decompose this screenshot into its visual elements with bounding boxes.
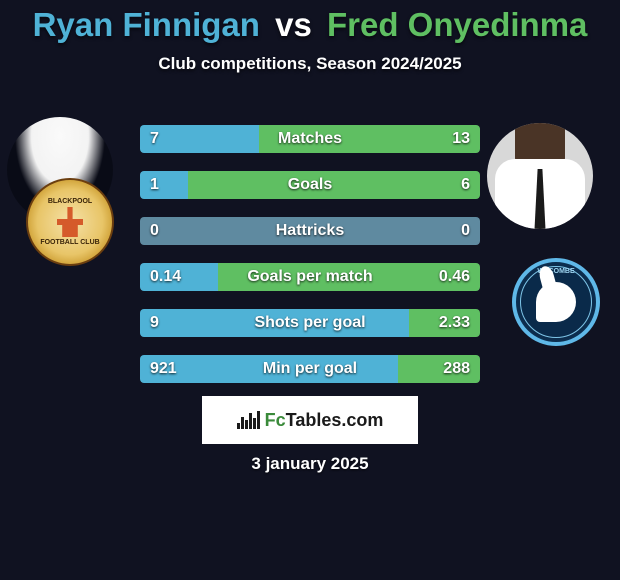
brand-text: FcTables.com [265,410,384,431]
stat-label: Hattricks [140,217,480,245]
club1-name-top: BLACKPOOL [48,198,92,205]
brand-box: FcTables.com [202,396,418,444]
subtitle: Club competitions, Season 2024/2025 [0,54,620,74]
brand-bars-icon [237,411,259,429]
stat-row: 921288Min per goal [140,355,480,383]
stats-container: 713Matches 16Goals 00Hattricks 0.140.46Goal… [140,125,480,401]
stat-row: 00Hattricks [140,217,480,245]
club1-logo: BLACKPOOL FOOTBALL CLUB [26,178,114,266]
page-title: Ryan Finnigan vs Fred Onyedinma [0,0,620,44]
stat-label: Min per goal [140,355,480,383]
club1-crest-icon [57,207,83,237]
player2-name: Fred Onyedinma [327,6,587,43]
club1-name-bottom: FOOTBALL CLUB [40,239,99,246]
stat-row: 16Goals [140,171,480,199]
brand-suffix: Tables.com [286,410,384,430]
club2-crest-icon [536,282,576,322]
stat-label: Shots per goal [140,309,480,337]
stat-label: Goals per match [140,263,480,291]
player1-name: Ryan Finnigan [33,6,260,43]
stat-row: 92.33Shots per goal [140,309,480,337]
stat-row: 0.140.46Goals per match [140,263,480,291]
vs-text: vs [275,6,312,43]
stat-label: Goals [140,171,480,199]
club2-logo: WYCOMBE [512,258,600,346]
brand-prefix: Fc [265,410,286,430]
stat-label: Matches [140,125,480,153]
date-text: 3 january 2025 [0,454,620,474]
stat-row: 713Matches [140,125,480,153]
player2-avatar [487,123,593,229]
